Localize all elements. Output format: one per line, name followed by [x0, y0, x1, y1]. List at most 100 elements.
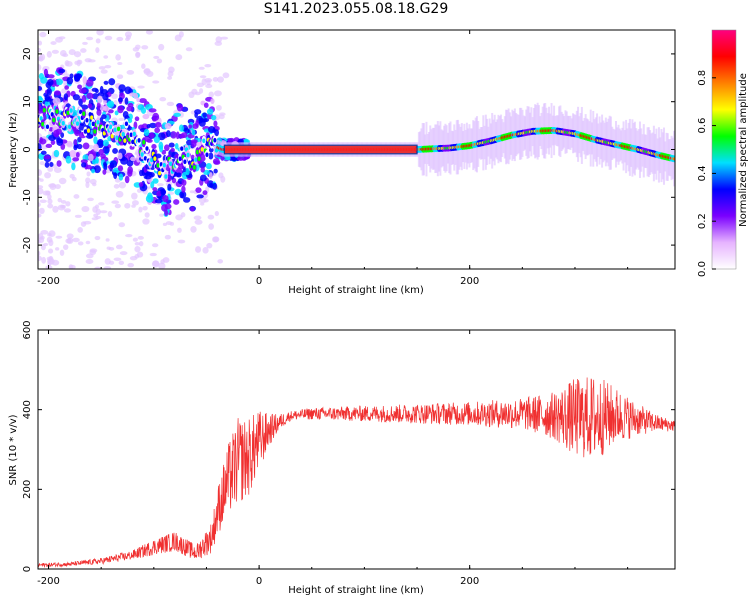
- heatmap-cell: [43, 155, 51, 160]
- heatmap-cell: [193, 215, 202, 221]
- heatmap-cell: [45, 124, 50, 130]
- heatmap-cell: [97, 95, 103, 104]
- spectrogram-y-ticks: 20 10 0 -10 -20: [22, 48, 675, 253]
- heatmap-cell: [205, 152, 209, 158]
- heatmap-cell: [96, 120, 100, 125]
- heatmap-cell: [158, 262, 166, 269]
- heatmap-cell: [102, 146, 110, 154]
- heatmap-cell: [48, 248, 54, 254]
- heatmap-cell: [87, 59, 96, 63]
- colorbar-tick-label: 0.2: [697, 213, 708, 229]
- heatmap-cell: [142, 139, 146, 145]
- heatmap-cell: [132, 131, 136, 137]
- heatmap-cell: [125, 37, 130, 42]
- heatmap-cell: [136, 97, 140, 103]
- heatmap-cell: [190, 226, 197, 233]
- heatmap-cell: [137, 235, 144, 240]
- heatmap-cell: [47, 193, 52, 201]
- heatmap-cell: [53, 149, 60, 158]
- heatmap-cell: [40, 150, 47, 155]
- spectrogram-x-tick-label: 200: [460, 276, 479, 287]
- heatmap-cell: [131, 139, 135, 145]
- heatmap-cell: [38, 108, 44, 114]
- heatmap-cell: [179, 191, 185, 199]
- heatmap-cell: [220, 36, 229, 40]
- heatmap-cell: [86, 36, 94, 41]
- heatmap-cell: [38, 55, 44, 62]
- heatmap-cell: [202, 112, 207, 118]
- heatmap-cell: [39, 116, 43, 121]
- heatmap-cell: [102, 169, 107, 175]
- colorbar-frame: [711, 29, 737, 270]
- heatmap-cell: [135, 51, 141, 57]
- snr-x-tick-label: 200: [460, 576, 479, 587]
- heatmap-cell: [170, 131, 177, 139]
- heatmap-cell: [183, 159, 187, 165]
- heatmap-cell: [118, 181, 127, 189]
- heatmap-cell: [194, 141, 203, 147]
- heatmap-cell: [116, 126, 121, 132]
- heatmap-cell: [108, 260, 115, 265]
- heatmap-cell: [210, 98, 215, 104]
- snr-x-tick-label: 0: [256, 576, 262, 587]
- heatmap-cell: [166, 101, 175, 107]
- heatmap-cell: [46, 50, 52, 58]
- heatmap-cell: [62, 53, 69, 58]
- heatmap-cell: [157, 183, 164, 187]
- heatmap-cell: [51, 49, 59, 54]
- heatmap-cell: [107, 109, 114, 114]
- heatmap-cell: [180, 132, 188, 139]
- heatmap-cell: [74, 214, 82, 218]
- heatmap-cell: [63, 81, 68, 85]
- heatmap-cell: [178, 124, 184, 132]
- heatmap-cell: [124, 202, 131, 209]
- heatmap-cell: [92, 206, 98, 213]
- heatmap-cell: [145, 30, 154, 35]
- heatmap-cell: [85, 181, 90, 189]
- heatmap-cell: [103, 80, 109, 85]
- heatmap-cell: [125, 152, 133, 158]
- heatmap-cell: [42, 190, 51, 196]
- heatmap-cell: [146, 70, 154, 77]
- heatmap-cell: [152, 80, 160, 84]
- heatmap-cell: [85, 258, 94, 265]
- heatmap-cell: [66, 140, 73, 147]
- heatmap-cell: [165, 130, 171, 138]
- heatmap-cell: [46, 87, 52, 96]
- heatmap-cell: [101, 114, 107, 120]
- heatmap-cell: [190, 206, 195, 212]
- heatmap-cell: [173, 199, 180, 205]
- heatmap-cell: [213, 90, 222, 97]
- heatmap-cell: [155, 122, 162, 128]
- heatmap-cell: [38, 40, 43, 46]
- spectrogram-x-axis-label: Height of straight line (km): [288, 285, 424, 296]
- heatmap-cell: [191, 140, 197, 148]
- heatmap-cell: [38, 213, 42, 218]
- heatmap-cell: [131, 200, 139, 206]
- heatmap-cell: [199, 75, 207, 79]
- heatmap-cell: [67, 124, 72, 129]
- heatmap-cell: [57, 197, 62, 203]
- heatmap-cell: [129, 255, 138, 261]
- heatmap-cell: [152, 260, 160, 267]
- heatmap-cell: [181, 185, 186, 193]
- heatmap-cell: [52, 205, 59, 213]
- heatmap-cell: [133, 92, 139, 100]
- heatmap-cell: [210, 115, 217, 121]
- heatmap-cell: [214, 210, 219, 217]
- heatmap-cell: [107, 210, 113, 218]
- heatmap-cell: [181, 179, 187, 186]
- heatmap-cell: [60, 200, 67, 204]
- heatmap-cell: [143, 128, 150, 137]
- heatmap-cell: [53, 129, 60, 138]
- heatmap-cell: [86, 92, 94, 100]
- heatmap-cell: [81, 162, 87, 168]
- heatmap-cell: [83, 220, 92, 225]
- heatmap-cell: [207, 214, 215, 220]
- heatmap-cell: [213, 120, 218, 127]
- heatmap-cell: [58, 36, 66, 40]
- heatmap-cell: [41, 256, 47, 264]
- heatmap-cell: [215, 36, 222, 43]
- heatmap-cell: [161, 204, 168, 212]
- heatmap-cell: [185, 167, 190, 176]
